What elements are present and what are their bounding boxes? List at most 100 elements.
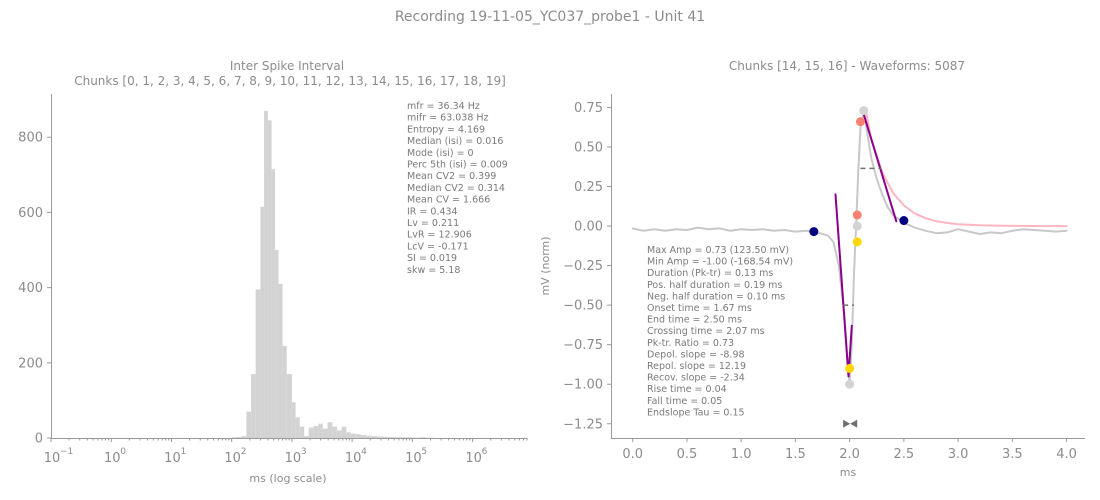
waveform-stat-line: Neg. half duration = 0.10 ms (647, 291, 785, 302)
isi-x-tick-label: 10 (224, 451, 241, 466)
isi-x-tick-exponent: 2 (241, 447, 247, 457)
waveform-stat-line: End time = 2.50 ms (647, 315, 742, 326)
isi-title: Inter Spike Interval (230, 59, 344, 73)
waveform-stat-line: Pk-tr. Ratio = 0.73 (647, 338, 734, 349)
waveform-half-width-marks (843, 167, 882, 428)
waveform-onset-marker-1 (899, 216, 909, 226)
waveform-y-tick-label: 0.75 (574, 101, 603, 116)
isi-y-tick-label: 200 (18, 356, 43, 371)
isi-stat-line: Mean CV = 1.666 (407, 195, 490, 206)
waveform-x-tick-label: 4.0 (1056, 447, 1077, 462)
isi-bar-9 (271, 169, 276, 438)
waveform-stat-line: Depol. slope = -8.98 (647, 349, 745, 360)
isi-bar-2 (241, 436, 247, 438)
isi-stat-line: skw = 5.18 (407, 265, 460, 276)
isi-x-tick-exponent: 6 (482, 447, 488, 457)
waveform-stat-line: Onset time = 1.67 ms (647, 303, 752, 314)
isi-histogram-panel: Inter Spike Interval Chunks [0, 1, 2, 3,… (18, 59, 528, 485)
isi-bar-32 (377, 436, 383, 438)
waveform-y-tick-label: −1.25 (563, 417, 603, 432)
isi-stat-line: Median (isi) = 0.016 (407, 136, 503, 147)
waveform-x-label: ms (840, 466, 857, 479)
waveform-stat-line: Fall time = 0.05 (647, 396, 722, 407)
isi-bar-16 (299, 426, 305, 438)
isi-bar-0 (231, 437, 237, 438)
isi-y-ticks: 0 200 400 600 800 (18, 131, 51, 447)
isi-x-tick-label: 10 (405, 451, 422, 466)
waveform-x-tick-label: 2.0 (839, 447, 860, 462)
waveform-duration-marker-right (850, 419, 858, 428)
isi-bar-10 (275, 250, 279, 438)
isi-bar-29 (360, 434, 367, 438)
isi-stat-line: Perc 5th (isi) = 0.009 (407, 160, 508, 171)
waveform-onset-marker-0 (809, 227, 819, 237)
isi-stat-line: Mode (isi) = 0 (407, 148, 474, 159)
waveform-title: Chunks [14, 15, 16] - Waveforms: 5087 (729, 59, 965, 73)
isi-bar-22 (327, 422, 333, 438)
waveform-y-ticks: 0.75 0.50 0.25 0.00 −0.25 −0.50 −0.75 −1.00 −1.2… (563, 101, 611, 432)
waveform-peak-marker-2 (855, 117, 865, 127)
waveform-x-tick-label: 1.5 (785, 447, 806, 462)
waveform-waveform-line-0 (631, 109, 1068, 386)
waveform-pale-marker-7 (845, 379, 855, 389)
isi-x-tick-label: 10 (285, 451, 302, 466)
waveform-stats-text: Max Amp = 0.73 (123.50 mV)Min Amp = -1.0… (647, 245, 793, 418)
isi-bar-14 (291, 402, 296, 438)
waveform-x-tick-label: 3.5 (1002, 447, 1023, 462)
waveform-slope-line-2 (834, 193, 850, 378)
isi-x-tick-label: 10 (345, 451, 362, 466)
waveform-duration-marker-left (843, 419, 851, 428)
isi-bar-7 (264, 110, 268, 438)
isi-bar-11 (278, 283, 283, 438)
isi-x-tick-label: 10 (465, 451, 482, 466)
isi-bar-25 (341, 426, 347, 438)
figure-suptitle: Recording 19-11-05_YC037_probe1 - Unit 4… (395, 9, 705, 25)
isi-bar-37 (406, 437, 413, 438)
isi-bar-20 (318, 423, 323, 438)
waveform-stat-line: Pos. half duration = 0.19 ms (647, 280, 782, 291)
isi-bar-18 (308, 427, 314, 438)
isi-x-tick-exponent: 1 (180, 447, 186, 457)
isi-bar-19 (313, 425, 319, 438)
waveform-pale-marker-8 (859, 106, 869, 116)
waveform-y-tick-label: 0.00 (574, 220, 603, 235)
isi-x-tick-exponent: 5 (421, 447, 427, 457)
waveform-stat-line: Recov. slope = -2.34 (647, 373, 745, 384)
isi-stat-line: mfr = 36.34 Hz (407, 101, 480, 112)
isi-stat-line: LcV = -0.171 (407, 241, 469, 252)
isi-stat-line: Mean CV2 = 0.399 (407, 171, 496, 182)
isi-subtitle: Chunks [0, 1, 2, 3, 4, 5, 6, 7, 8, 9, 10… (74, 74, 506, 88)
waveform-y-tick-label: 0.25 (574, 180, 603, 195)
isi-x-ticks: 10 −1 10 0 10 1 10 2 10 3 10 4 10 5 10 6 (44, 438, 488, 466)
isi-bar-8 (267, 120, 272, 438)
isi-bar-39 (419, 437, 427, 438)
isi-bar-23 (332, 426, 337, 438)
isi-x-tick-exponent: 3 (301, 447, 307, 457)
waveform-trough-marker-5 (845, 363, 855, 373)
waveform-trough-marker-4 (852, 237, 862, 247)
isi-bar-26 (346, 432, 351, 438)
isi-bar-13 (286, 374, 292, 438)
isi-bar-6 (260, 206, 265, 438)
isi-x-tick-label: 10 (44, 451, 61, 466)
isi-bar-28 (355, 434, 361, 438)
waveform-y-tick-label: −1.00 (563, 378, 603, 393)
waveform-x-tick-label: 3.0 (948, 447, 969, 462)
waveform-slope-line-4 (861, 109, 898, 223)
waveform-stat-line: Max Amp = 0.73 (123.50 mV) (647, 245, 789, 256)
waveform-stat-line: Duration (Pk-tr) = 0.13 ms (647, 268, 773, 279)
waveform-y-tick-label: −0.25 (563, 259, 603, 274)
isi-bar-15 (295, 417, 300, 438)
isi-bar-5 (255, 289, 261, 438)
isi-x-tick-label: 10 (104, 451, 121, 466)
waveform-x-tick-label: 1.0 (731, 447, 752, 462)
isi-bar-34 (388, 436, 395, 438)
waveform-peak-marker-3 (852, 210, 862, 220)
waveform-markers (809, 106, 909, 389)
waveform-stat-line: Repol. slope = 12.19 (647, 361, 746, 372)
isi-x-tick-exponent: 4 (361, 447, 367, 457)
isi-x-label: ms (log scale) (249, 472, 326, 485)
isi-x-tick-exponent: −1 (60, 447, 73, 457)
waveform-stat-line: Endslope Tau = 0.15 (647, 407, 745, 418)
